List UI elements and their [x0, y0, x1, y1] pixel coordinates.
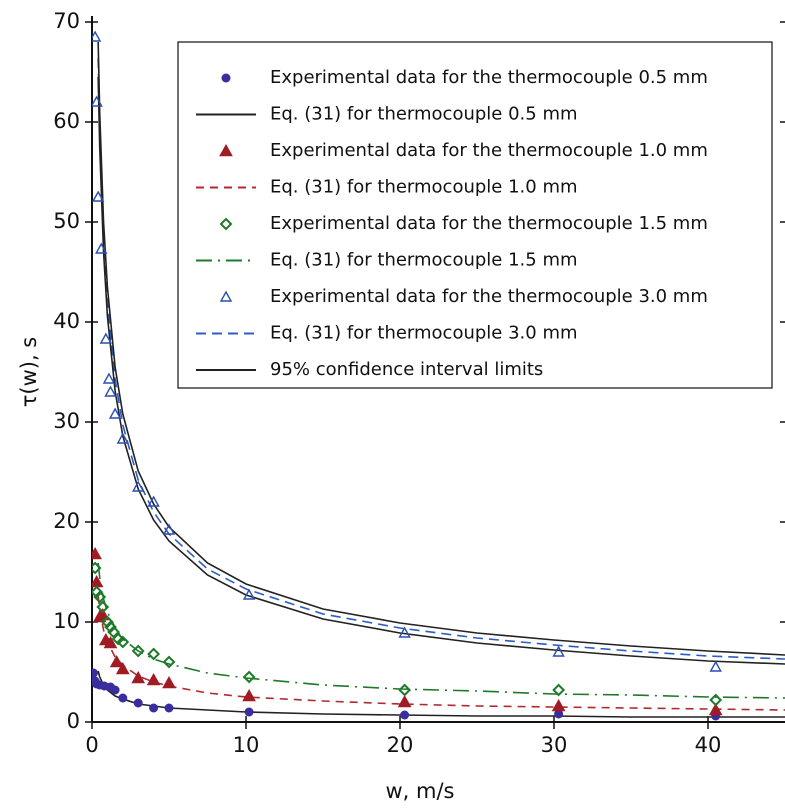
legend-marker	[219, 290, 233, 302]
y-tick-label: 0	[67, 709, 80, 733]
data-point	[92, 585, 104, 599]
fit-curve	[97, 562, 785, 699]
data-point	[109, 654, 124, 668]
legend-label: Eq. (31) for thermocouple 3.0 mm	[270, 323, 578, 344]
legend-label: Eq. (31) for thermocouple 1.5 mm	[270, 250, 578, 271]
data-point	[400, 710, 410, 720]
data-point	[242, 588, 256, 600]
data-point	[131, 644, 145, 658]
data-point	[92, 190, 105, 202]
data-point	[116, 432, 129, 444]
legend-marker	[221, 73, 231, 83]
data-point	[102, 372, 116, 384]
data-point	[554, 709, 564, 719]
legend-label: Eq. (31) for thermocouple 0.5 mm	[270, 104, 578, 125]
data-point	[96, 600, 110, 614]
fit-curve	[97, 595, 785, 711]
data-point	[95, 607, 110, 621]
data-point	[242, 688, 256, 702]
legend-label: Experimental data for the thermocouple 1…	[270, 140, 708, 161]
x-tick-label: 40	[695, 733, 722, 757]
y-tick-label: 10	[53, 609, 80, 633]
data-point	[709, 660, 722, 672]
data-point	[92, 668, 99, 678]
legend-box	[177, 41, 773, 389]
data-point	[104, 385, 117, 397]
data-point	[164, 703, 174, 713]
data-point	[398, 626, 411, 638]
data-point	[552, 645, 565, 657]
data-point	[93, 590, 107, 604]
y-tick-label: 70	[53, 9, 80, 33]
data-point	[95, 242, 108, 254]
data-point	[132, 480, 145, 492]
data-point	[709, 693, 723, 707]
x-tick-label: 10	[233, 733, 260, 757]
data-point	[110, 685, 120, 695]
data-point	[552, 683, 566, 697]
y-axis-label: τ(w), s	[17, 337, 41, 408]
y-tick-label: 50	[53, 209, 80, 233]
data-point	[397, 694, 412, 708]
data-point	[708, 702, 723, 716]
data-point	[162, 655, 176, 669]
fit-curve	[97, 57, 785, 660]
data-point	[149, 703, 159, 713]
y-tick-label: 20	[53, 509, 80, 533]
x-tick-label: 20	[387, 733, 414, 757]
confidence-upper	[97, 41, 785, 656]
y-tick-label: 30	[53, 409, 80, 433]
data-point	[92, 30, 102, 42]
legend-marker	[219, 217, 233, 231]
data-point	[116, 635, 130, 649]
data-point	[100, 615, 114, 629]
legend-label: Experimental data for the thermocouple 1…	[270, 213, 708, 234]
data-point	[162, 675, 176, 689]
y-tick-label: 40	[53, 309, 80, 333]
data-point	[108, 407, 122, 419]
data-point	[162, 523, 176, 535]
data-point	[99, 332, 113, 344]
confidence-lower	[97, 76, 785, 665]
data-point	[551, 698, 566, 712]
data-point	[118, 693, 128, 703]
data-point	[115, 661, 130, 675]
legend-label: Eq. (31) for thermocouple 1.0 mm	[270, 177, 578, 198]
fit-curve	[97, 670, 785, 718]
x-tick-label: 30	[541, 733, 568, 757]
data-point	[133, 698, 143, 708]
data-point	[242, 670, 256, 684]
data-point	[131, 670, 146, 684]
data-point	[147, 647, 161, 661]
legend-label: 95% confidence interval limits	[270, 359, 543, 380]
plot-area	[92, 30, 785, 721]
data-point	[398, 683, 412, 697]
legend-label: Experimental data for the thermocouple 0…	[270, 67, 708, 88]
legend-marker	[219, 143, 233, 157]
data-point	[92, 561, 102, 575]
x-tick-label: 0	[85, 733, 98, 757]
data-point	[107, 625, 120, 639]
legend-label: Experimental data for the thermocouple 3…	[270, 286, 708, 307]
data-point	[92, 546, 102, 560]
data-point	[146, 672, 161, 686]
y-tick-label: 60	[53, 109, 80, 133]
data-point	[103, 635, 118, 649]
data-point	[147, 495, 160, 507]
data-point	[104, 620, 117, 634]
x-axis-label: w, m/s	[386, 779, 455, 803]
data-point	[244, 707, 254, 717]
data-point	[92, 95, 103, 107]
